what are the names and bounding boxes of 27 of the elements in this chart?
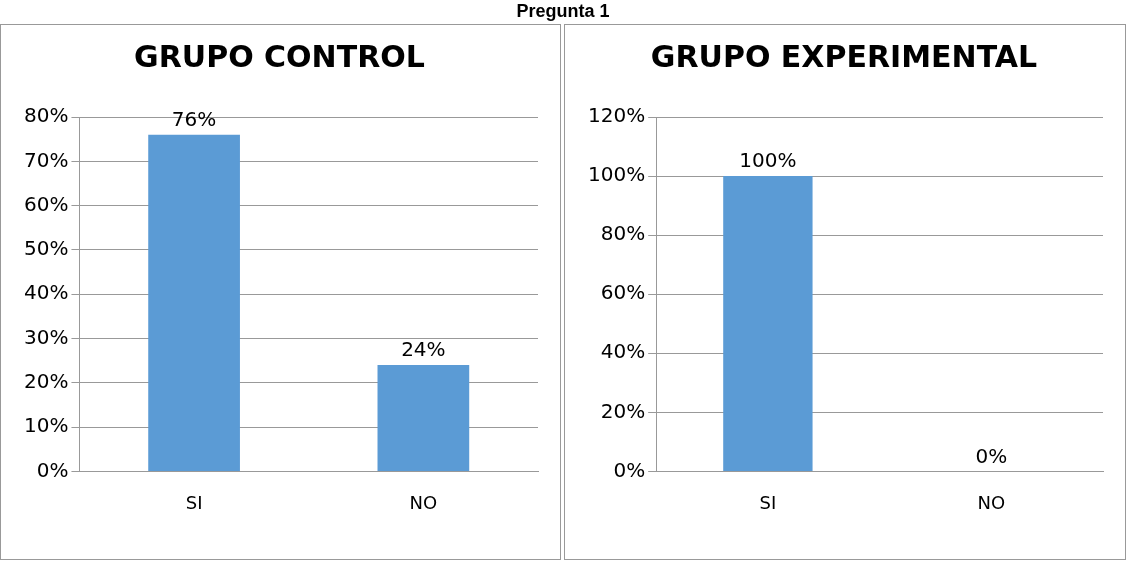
x-tick-label: SI [185,491,203,513]
x-tick-label: NO [977,491,1006,513]
y-tick-label: 60% [600,280,646,305]
y-tick-label: 60% [24,191,69,216]
y-tick-label: 20% [24,369,69,393]
y-tick-label: 20% [600,398,646,423]
y-tick-label: 100% [587,162,646,187]
x-tick-label: SI [759,491,777,513]
data-label: 100% [739,148,797,173]
x-tick-label: NO [409,491,438,513]
data-label: 76% [171,106,217,131]
y-tick-label: 0% [613,457,646,482]
y-tick-label: 70% [24,147,69,172]
y-tick-label: 40% [600,339,646,364]
data-label: 24% [401,337,446,362]
y-tick-label: 40% [24,280,69,305]
data-label: 0% [975,443,1008,468]
chart-title: GRUPO EXPERIMENTAL [650,38,1038,74]
chart-title: GRUPO CONTROL [134,38,425,74]
y-tick-label: 30% [24,324,69,349]
y-tick-label: 80% [600,221,646,246]
y-tick-label: 120% [587,103,646,128]
y-tick-label: 10% [24,413,69,438]
text: Pregunta 1 [515,0,611,22]
y-tick-label: 50% [24,236,69,261]
y-tick-label: 0% [36,457,69,482]
y-tick-label: 80% [24,103,69,128]
